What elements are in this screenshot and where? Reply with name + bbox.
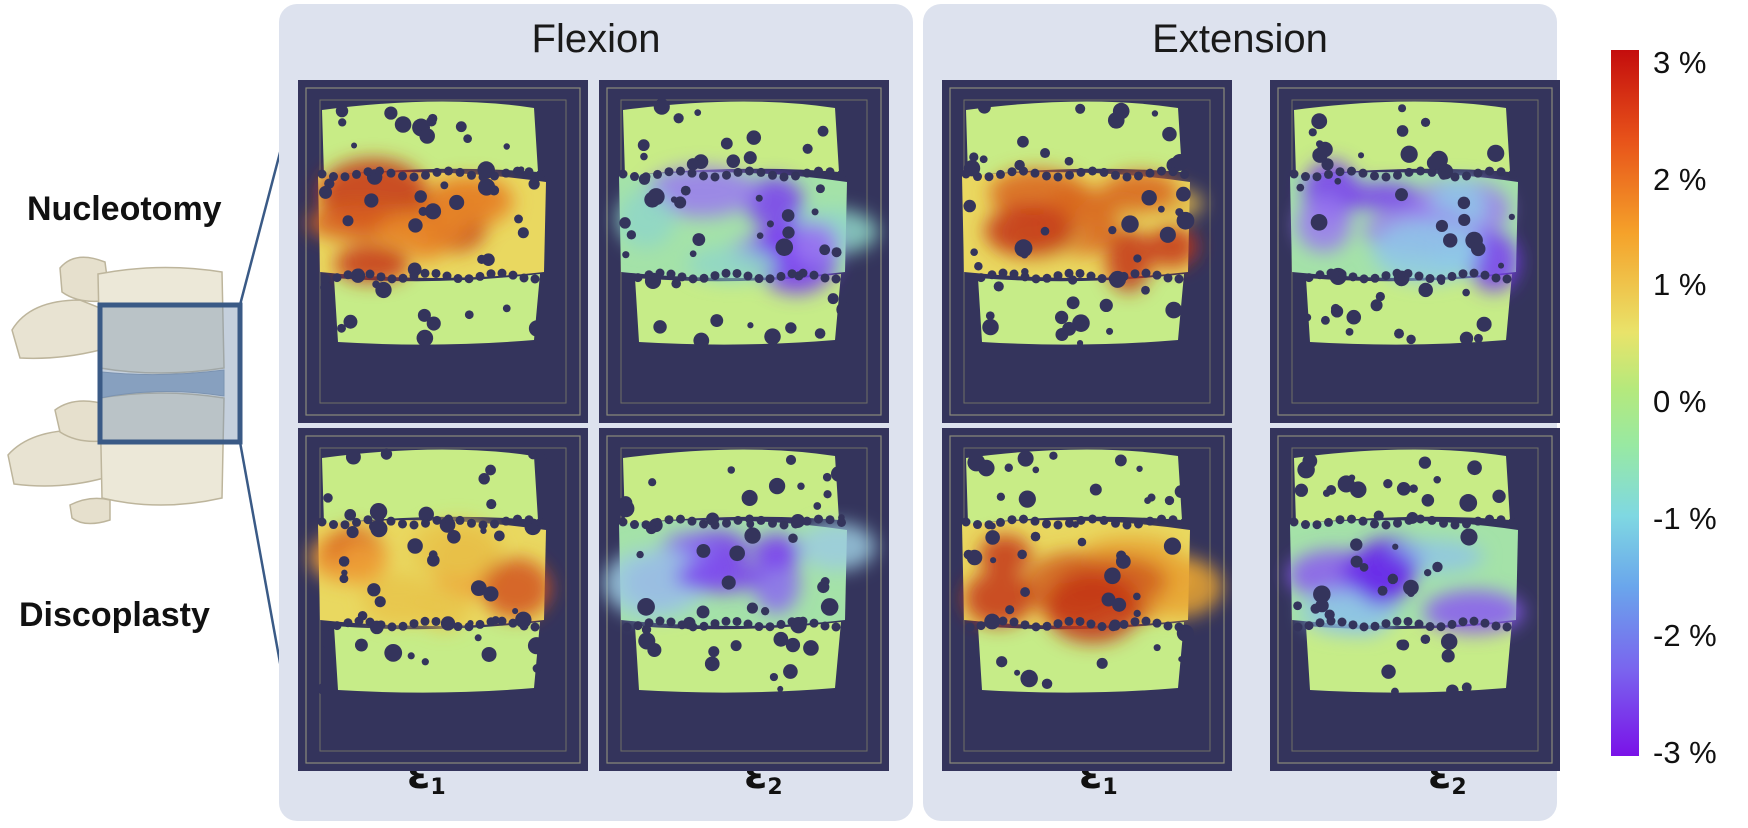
map-discoplasty-extension-eps1 — [942, 428, 1232, 771]
spine-illustration — [7, 83, 300, 763]
colorbar — [1611, 50, 1639, 756]
strain-map-image — [305, 435, 581, 764]
highlight-box — [97, 302, 243, 445]
map-nucleotomy-extension-eps1 — [942, 80, 1232, 423]
colorbar-tick-label: -1 % — [1653, 501, 1717, 536]
colorbar-tick-label: -2 % — [1653, 618, 1717, 653]
colorbar-tick-label: 0 % — [1653, 384, 1707, 419]
flexion-title: Flexion — [531, 17, 661, 61]
colorbar-tick-label: 1 % — [1653, 267, 1707, 302]
map-nucleotomy-flexion-eps2 — [599, 80, 889, 423]
spine-vertebrae — [7, 256, 225, 525]
map-nucleotomy-extension-eps2 — [1270, 80, 1560, 423]
map-discoplasty-flexion-eps2 — [599, 428, 889, 771]
strain-map-image — [603, 435, 882, 764]
colorbar-tick-label: -3 % — [1653, 735, 1717, 770]
strain-map-image — [1277, 87, 1553, 416]
colorbar-tick-label: 3 % — [1653, 45, 1707, 80]
strain-map-image — [305, 87, 581, 416]
extension-title: Extension — [1152, 17, 1328, 61]
row-label-nucleotomy: Nucleotomy — [27, 190, 222, 228]
colorbar-tick-label: 2 % — [1653, 162, 1707, 197]
map-nucleotomy-flexion-eps1 — [298, 80, 588, 423]
map-discoplasty-extension-eps2 — [1270, 428, 1560, 771]
map-discoplasty-flexion-eps1 — [298, 428, 588, 771]
strain-map-image — [606, 87, 882, 416]
strain-map-image — [1277, 435, 1553, 764]
row-label-discoplasty: Discoplasty — [19, 596, 210, 634]
strain-map-image — [949, 87, 1225, 416]
strain-map-image — [949, 435, 1225, 764]
